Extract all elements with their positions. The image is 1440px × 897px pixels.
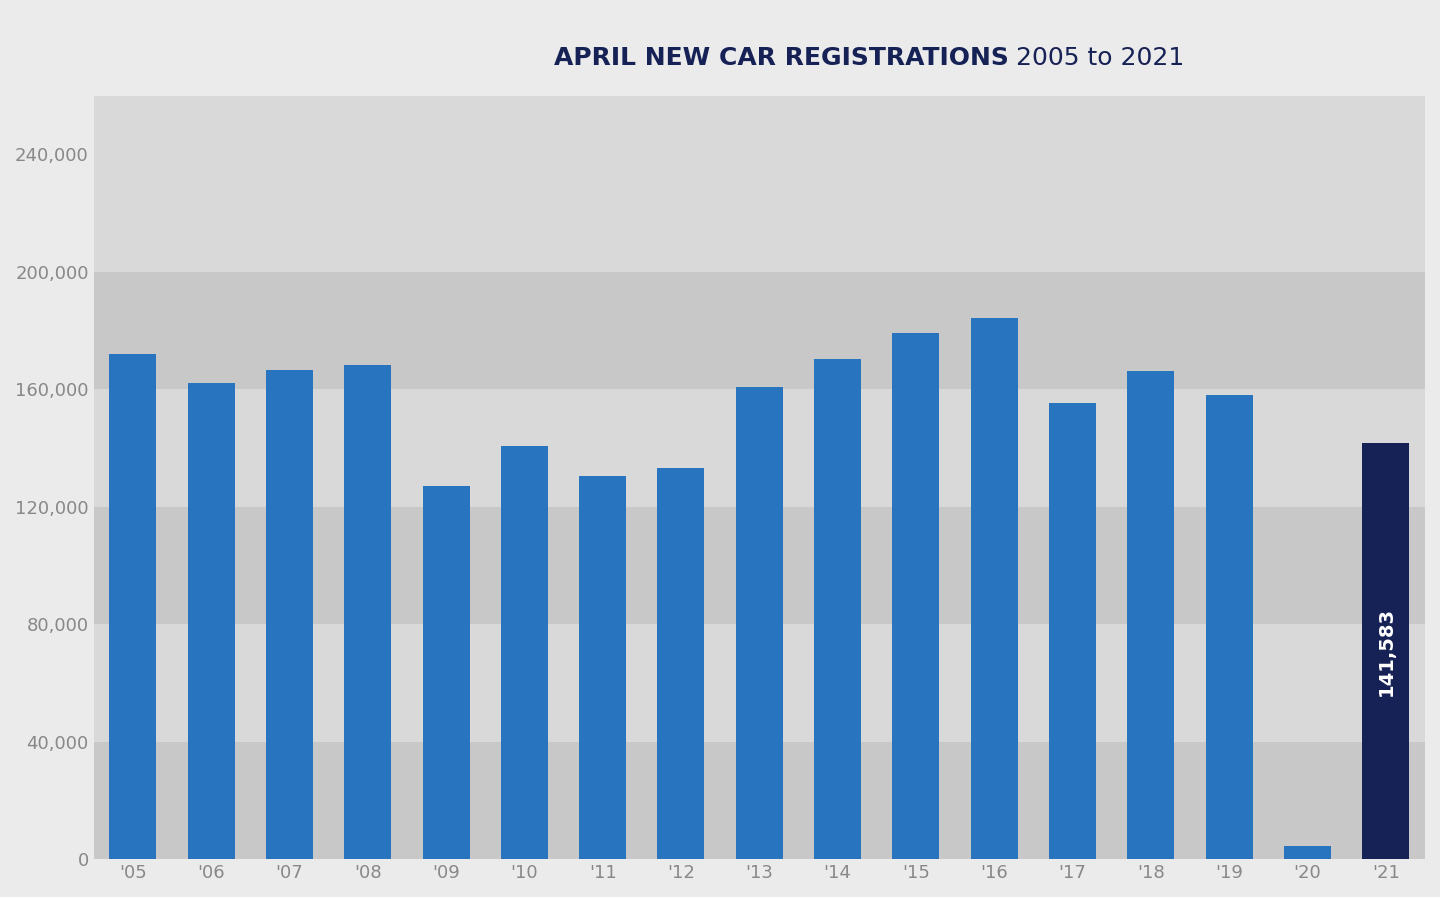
Bar (94, 272, 1426, 389)
Bar (94, 389, 1426, 507)
Bar (266, 370, 312, 859)
Bar (422, 486, 469, 859)
Bar (501, 447, 547, 859)
Bar (579, 475, 626, 859)
Bar (736, 387, 783, 859)
Bar (94, 96, 1426, 272)
Bar (1362, 443, 1410, 859)
Bar (94, 507, 1426, 624)
Bar (814, 359, 861, 859)
Bar (1205, 395, 1253, 859)
Bar (344, 364, 392, 859)
Text: 2005 to 2021: 2005 to 2021 (1008, 47, 1184, 70)
Bar (1050, 403, 1096, 859)
Bar (187, 384, 235, 859)
Bar (893, 333, 939, 859)
Text: APRIL NEW CAR REGISTRATIONS: APRIL NEW CAR REGISTRATIONS (554, 47, 1009, 70)
Bar (1284, 847, 1331, 859)
Text: 141,583: 141,583 (1377, 606, 1395, 696)
Bar (971, 318, 1018, 859)
Bar (1128, 370, 1175, 859)
Bar (109, 354, 157, 859)
Bar (94, 624, 1426, 742)
Bar (658, 468, 704, 859)
Bar (94, 742, 1426, 859)
